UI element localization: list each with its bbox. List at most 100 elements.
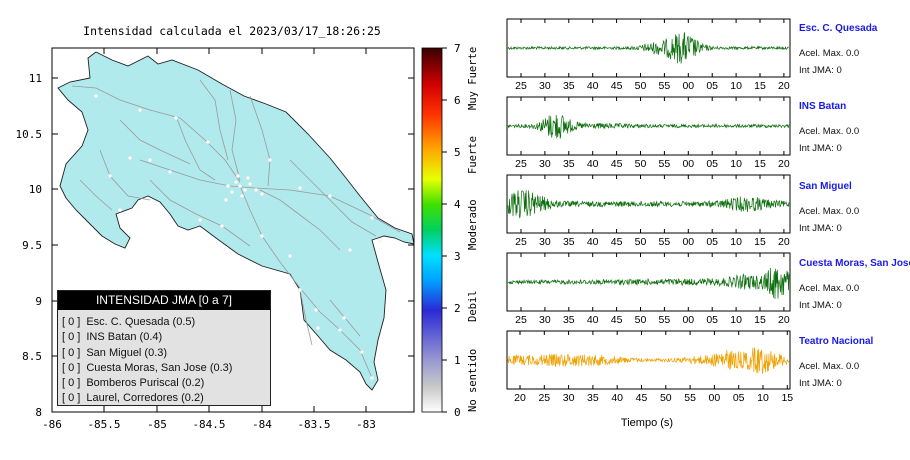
trace-tick-label: 55 [659, 80, 671, 92]
colorbar-label-moderado: Moderado [467, 199, 479, 250]
trace-tick-label: 55 [659, 314, 671, 326]
legend-list: [ 0 ] Esc. C. Quesada (0.5) [ 0 ] INS Batan… [58, 310, 270, 407]
station-dot [370, 376, 375, 381]
trace-tick-label: 35 [563, 158, 575, 170]
map-frame [51, 47, 415, 413]
colorbar-label-muy-fuerte: Muy Fuerte [467, 47, 479, 110]
legend-item-level: [ 0 ] [62, 392, 81, 405]
trace-tick-label: 50 [635, 80, 647, 92]
legend-item-label: San Miguel (0.3) [86, 346, 168, 359]
trace-tick-label: 05 [706, 236, 718, 248]
station-jma-intensity: Int JMA: 0 [799, 300, 842, 311]
station-jma-intensity: Int JMA: 0 [799, 223, 842, 234]
legend-item-level: [ 0 ] [62, 361, 81, 374]
trace-tick-label: 45 [611, 236, 623, 248]
latitude-axis: 11 10.5 10 9.5 9 8.5 8 [16, 72, 414, 419]
road [119, 119, 191, 165]
station-dot [360, 350, 365, 355]
station-dot [173, 115, 178, 120]
road [289, 159, 377, 237]
station-name: Teatro Nacional [799, 336, 874, 347]
trace-tick-label: 10 [730, 158, 742, 170]
trace-tick-label: 05 [733, 392, 745, 404]
waveform-trace [507, 114, 790, 139]
trace-tick-label: 00 [709, 392, 721, 404]
trace-tick-label: 50 [635, 314, 647, 326]
legend-item-level: [ 0 ] [62, 346, 81, 359]
lat-tick-label: 10.5 [16, 128, 43, 141]
waveform-trace [507, 190, 790, 219]
colorbar-label-debil: Debil [467, 290, 479, 322]
trace-tick-label: 35 [587, 392, 599, 404]
colorbar-tick-label: 3 [454, 250, 461, 263]
road [259, 189, 341, 251]
colorbar-tick-label: 4 [454, 198, 461, 211]
legend-item-label: Bomberos Puriscal (0.2) [86, 377, 205, 390]
station-dot [229, 189, 234, 194]
trace-tick-label: 35 [563, 314, 575, 326]
station-name: Cuesta Moras, San Jose [799, 258, 910, 269]
lon-tick-label: -84 [252, 418, 272, 431]
trace-tick-label: 15 [754, 158, 766, 170]
station-dot [93, 93, 98, 98]
trace-tick-label: 45 [636, 392, 648, 404]
map-title: Intensidad calculada el 2023/03/17_18:26… [83, 24, 381, 38]
trace-tick-label: 10 [730, 236, 742, 248]
trace-tick-label: 30 [563, 392, 575, 404]
station-dot [235, 173, 240, 178]
waveform-trace [507, 267, 790, 300]
station-dot [342, 316, 347, 321]
colorbar-gradient [421, 47, 443, 413]
station-markers [93, 93, 383, 381]
legend-item: [ 0 ] Esc. C. Quesada (0.5) [62, 315, 270, 330]
colorbar-tick-label: 2 [454, 302, 461, 315]
station-dot [298, 288, 303, 293]
trace-tick-label: 45 [611, 158, 623, 170]
station-dot [338, 328, 343, 333]
lon-tick-label: -85.5 [87, 418, 120, 431]
trace-tick-label: 45 [611, 314, 623, 326]
lon-tick-label: -84.5 [192, 418, 225, 431]
trace-tick-label: 55 [659, 236, 671, 248]
station-dot [147, 157, 152, 162]
station-dot [316, 326, 321, 331]
station-max-accel: Acel. Max. 0.0 [799, 283, 860, 294]
trace-panel: 25 30 35 40 45 50 55 00 05 10 15 20 [506, 18, 791, 92]
trace-tick-label: 30 [539, 80, 551, 92]
legend-item: [ 0 ] Cuesta Moras, San Jose (0.3) [62, 361, 270, 376]
trace-tick-label: 00 [682, 236, 694, 248]
station-dot [253, 187, 258, 192]
trace-tick-label: 10 [730, 314, 742, 326]
trace-tick-label: 55 [684, 392, 696, 404]
waveform-trace [507, 31, 790, 64]
trace-frame [506, 252, 791, 312]
station-dot [167, 169, 172, 174]
colorbar-label-fuerte: Fuerte [467, 136, 479, 174]
trace-tick-label: 10 [730, 80, 742, 92]
station-dot [242, 187, 247, 192]
road [249, 95, 271, 187]
road [79, 179, 113, 211]
lat-tick-label: 8 [35, 406, 42, 419]
lon-tick-label: -86 [42, 418, 62, 431]
colorbar-label-no-sentido: No sentido [467, 349, 479, 412]
colorbar-tick-label: 0 [454, 406, 461, 419]
legend-item-label: Cuesta Moras, San Jose (0.3) [86, 361, 233, 374]
station-dot [197, 217, 202, 222]
trace-tick-label: 15 [754, 80, 766, 92]
colorbar-tick-label: 6 [454, 94, 461, 107]
trace-tick-label: 25 [515, 236, 527, 248]
station-dot [314, 308, 319, 313]
station-dot [260, 191, 265, 196]
legend-item-label: Laurel, Corredores (0.2) [86, 392, 204, 405]
lat-tick-label: 10 [29, 183, 42, 196]
trace-tick-label: 25 [515, 80, 527, 92]
trace-tick-label: 20 [778, 158, 790, 170]
road [239, 185, 373, 379]
legend-item-level: [ 0 ] [62, 316, 81, 328]
station-dot [219, 223, 224, 228]
trace-tick-label: 25 [515, 314, 527, 326]
colorbar-tick-label: 7 [454, 42, 461, 55]
trace-tick-label: 50 [660, 392, 672, 404]
